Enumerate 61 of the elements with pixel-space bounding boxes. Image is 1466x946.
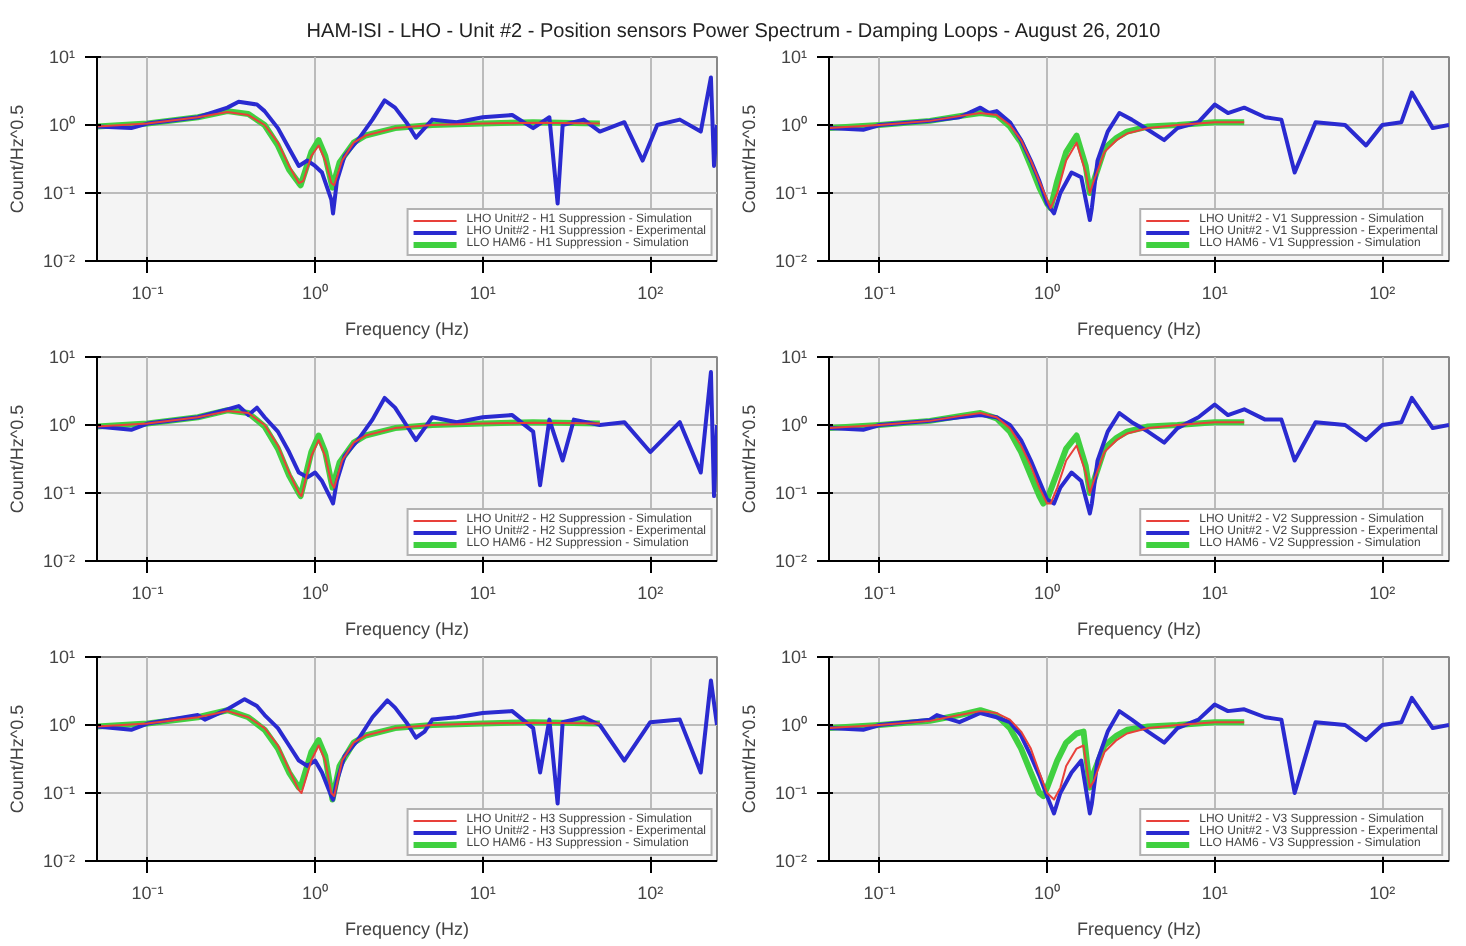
x-tick-label: 10⁻¹ [863, 883, 896, 903]
y-tick-label: 10¹ [780, 647, 808, 667]
x-tick-label: 10² [1369, 583, 1396, 603]
x-tick-label: 10⁰ [302, 883, 329, 903]
x-tick-label: 10⁰ [302, 583, 329, 603]
y-axis-title: Count/Hz^0.5 [738, 104, 759, 214]
y-tick-label: 10¹ [780, 347, 808, 367]
y-tick-label: 10⁰ [780, 415, 808, 435]
y-tick-label: 10⁻² [42, 851, 76, 871]
y-axis-title: Count/Hz^0.5 [738, 704, 759, 814]
x-tick-label: 10⁰ [302, 283, 329, 303]
y-tick-label: 10⁻¹ [42, 483, 76, 503]
x-tick-label: 10⁻¹ [863, 283, 896, 303]
y-tick-label: 10⁰ [780, 115, 808, 135]
y-tick-label: 10⁰ [780, 715, 808, 735]
x-tick-label: 10² [637, 583, 664, 603]
x-tick-label: 10⁰ [1034, 583, 1061, 603]
x-tick-label: 10¹ [469, 583, 496, 603]
x-tick-label: 10⁻¹ [863, 583, 896, 603]
y-axis-title: Count/Hz^0.5 [738, 404, 759, 514]
y-tick-label: 10⁻¹ [774, 483, 808, 503]
y-tick-label: 10¹ [48, 47, 76, 67]
x-axis-title: Frequency (Hz) [1076, 319, 1202, 339]
x-tick-label: 10² [637, 283, 664, 303]
y-tick-label: 10⁻¹ [42, 183, 76, 203]
chart-title: HAM-ISI - LHO - Unit #2 - Position sensors Power Spectrum - Damping Loops - August 26, 2010 [306, 20, 1162, 43]
y-tick-label: 10⁰ [48, 415, 76, 435]
y-tick-label: 10¹ [48, 647, 76, 667]
x-tick-label: 10¹ [469, 883, 496, 903]
y-tick-label: 10⁻² [774, 251, 808, 271]
x-tick-label: 10¹ [469, 283, 496, 303]
y-tick-label: 10⁻¹ [774, 783, 808, 803]
x-tick-label: 10¹ [1201, 283, 1228, 303]
x-axis-title: Frequency (Hz) [1076, 619, 1202, 639]
x-tick-label: 10⁻¹ [131, 283, 164, 303]
y-tick-label: 10⁻² [42, 251, 76, 271]
x-tick-label: 10² [1369, 283, 1396, 303]
x-axis-title: Frequency (Hz) [344, 919, 470, 939]
y-axis-title: Count/Hz^0.5 [6, 704, 27, 814]
y-axis-title: Count/Hz^0.5 [6, 104, 27, 214]
y-tick-label: 10⁻² [774, 851, 808, 871]
x-tick-label: 10⁻¹ [131, 583, 164, 603]
x-tick-label: 10² [637, 883, 664, 903]
y-tick-label: 10⁰ [48, 715, 76, 735]
y-tick-label: 10⁻² [42, 551, 76, 571]
x-axis-title: Frequency (Hz) [344, 319, 470, 339]
y-tick-label: 10⁻² [774, 551, 808, 571]
x-tick-label: 10⁰ [1034, 883, 1061, 903]
y-axis-title: Count/Hz^0.5 [6, 404, 27, 514]
x-axis-title: Frequency (Hz) [1076, 919, 1202, 939]
x-tick-label: 10⁰ [1034, 283, 1061, 303]
x-tick-label: 10¹ [1201, 583, 1228, 603]
x-tick-label: 10¹ [1201, 883, 1228, 903]
x-axis-title: Frequency (Hz) [344, 619, 470, 639]
y-tick-label: 10⁻¹ [42, 783, 76, 803]
y-tick-label: 10⁻¹ [774, 183, 808, 203]
y-tick-label: 10¹ [48, 347, 76, 367]
y-tick-label: 10¹ [780, 47, 808, 67]
y-tick-label: 10⁰ [48, 115, 76, 135]
x-tick-label: 10² [1369, 883, 1396, 903]
x-tick-label: 10⁻¹ [131, 883, 164, 903]
